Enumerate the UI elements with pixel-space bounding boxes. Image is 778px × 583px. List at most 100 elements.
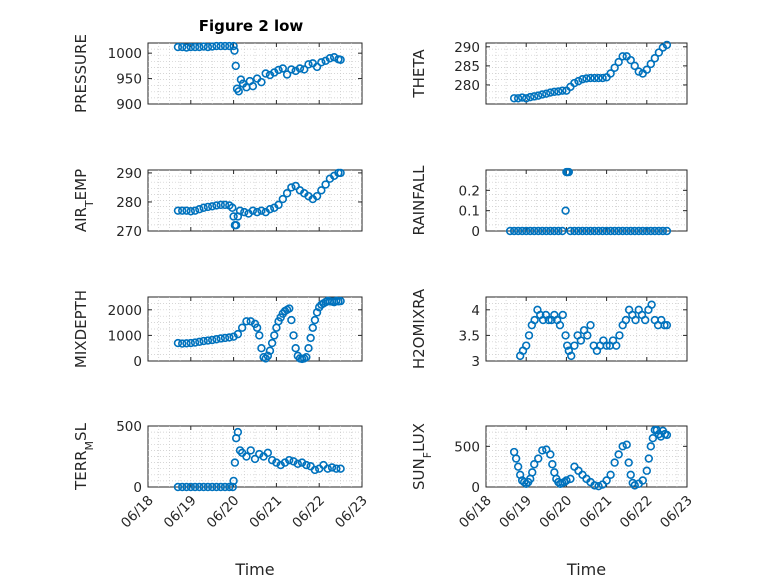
data-point [521, 479, 531, 488]
data-point [542, 445, 551, 454]
data-point [534, 91, 543, 100]
data-point [195, 482, 204, 492]
x-tick-label: 06/23 [657, 493, 696, 532]
data-point [602, 476, 611, 485]
y-tick-label: 280 [116, 195, 142, 211]
data-point [220, 482, 230, 492]
data-point [513, 94, 523, 103]
data-point [182, 339, 191, 348]
data-point [182, 43, 191, 52]
data-point [526, 226, 535, 236]
data-point [229, 41, 238, 51]
data-point [621, 315, 631, 325]
data-point [195, 42, 204, 52]
data-point [285, 304, 294, 313]
data-point [618, 442, 627, 451]
data-point [173, 206, 183, 215]
data-point [199, 336, 208, 346]
y-tick-label: 0.2 [459, 183, 480, 199]
data-point [615, 331, 624, 340]
data-point [598, 226, 607, 236]
data-point [317, 58, 326, 67]
data-point [574, 76, 583, 86]
data-point [662, 430, 672, 440]
data-point [173, 482, 183, 492]
data-point [255, 449, 264, 459]
data-point [257, 344, 266, 353]
data-point [199, 482, 208, 492]
data-point [538, 90, 547, 99]
data-point [530, 315, 539, 325]
data-point [242, 317, 251, 326]
subplot-6: 3 3.5 4 H2OMIXRA [410, 288, 688, 370]
data-point [654, 48, 664, 57]
data-point [231, 220, 241, 230]
data-point [546, 226, 555, 236]
data-point [578, 226, 587, 236]
data-point [289, 331, 298, 340]
data-point [610, 458, 619, 467]
data-point [297, 458, 307, 467]
ylabel-6: TERRMSL [72, 422, 96, 491]
data-point [255, 331, 264, 340]
xlabel: Time [234, 560, 274, 579]
data-point [644, 454, 654, 463]
data-point [285, 455, 294, 465]
data-point [618, 52, 627, 61]
data-point [521, 341, 531, 350]
data-point [622, 226, 631, 236]
data-point [240, 207, 249, 217]
data-point [203, 42, 213, 52]
data-point [282, 189, 292, 198]
data-point [212, 41, 221, 51]
y-tick-label: 4 [471, 303, 480, 319]
x-tick-label: 06/21 [246, 493, 285, 532]
data-point [570, 78, 579, 88]
data-point [252, 207, 262, 217]
ylabel-5: H2OMIXRA [410, 288, 428, 369]
data-point [203, 336, 213, 345]
data-point [208, 42, 217, 51]
data-point [220, 200, 230, 210]
data-point [662, 40, 672, 50]
y-tick-label: 500 [116, 419, 142, 435]
data-point [662, 226, 672, 236]
data-point [650, 54, 660, 63]
data-point [228, 203, 237, 212]
data-point [614, 450, 623, 459]
data-point [626, 226, 635, 236]
data-point [336, 168, 345, 178]
data-point [634, 226, 643, 236]
data-point [220, 41, 230, 51]
y-tick-label: 1000 [108, 46, 142, 62]
y-tick-label: 290 [454, 40, 480, 56]
data-point [304, 344, 313, 353]
ylabel-2: AIRTEMP [72, 169, 96, 232]
data-point [561, 331, 570, 340]
data-point [630, 61, 639, 71]
data-point [265, 205, 275, 214]
data-point [524, 331, 534, 340]
data-point [511, 454, 521, 463]
data-point [554, 226, 563, 236]
data-point [594, 226, 603, 236]
data-point [178, 206, 187, 215]
data-point [602, 341, 611, 350]
data-point [530, 92, 539, 101]
data-point [594, 73, 603, 83]
data-point [586, 73, 595, 83]
data-point [590, 73, 599, 83]
data-point [257, 206, 266, 215]
data-point [570, 341, 579, 350]
ylabel-4: MIXDEPTH [72, 290, 90, 368]
data-point [614, 226, 623, 236]
data-point [233, 427, 243, 437]
data-point [312, 191, 322, 201]
data-point [300, 65, 309, 74]
data-point [626, 470, 635, 479]
data-point [618, 226, 627, 236]
data-point [274, 200, 283, 210]
data-point [336, 464, 345, 473]
data-point [642, 65, 651, 74]
